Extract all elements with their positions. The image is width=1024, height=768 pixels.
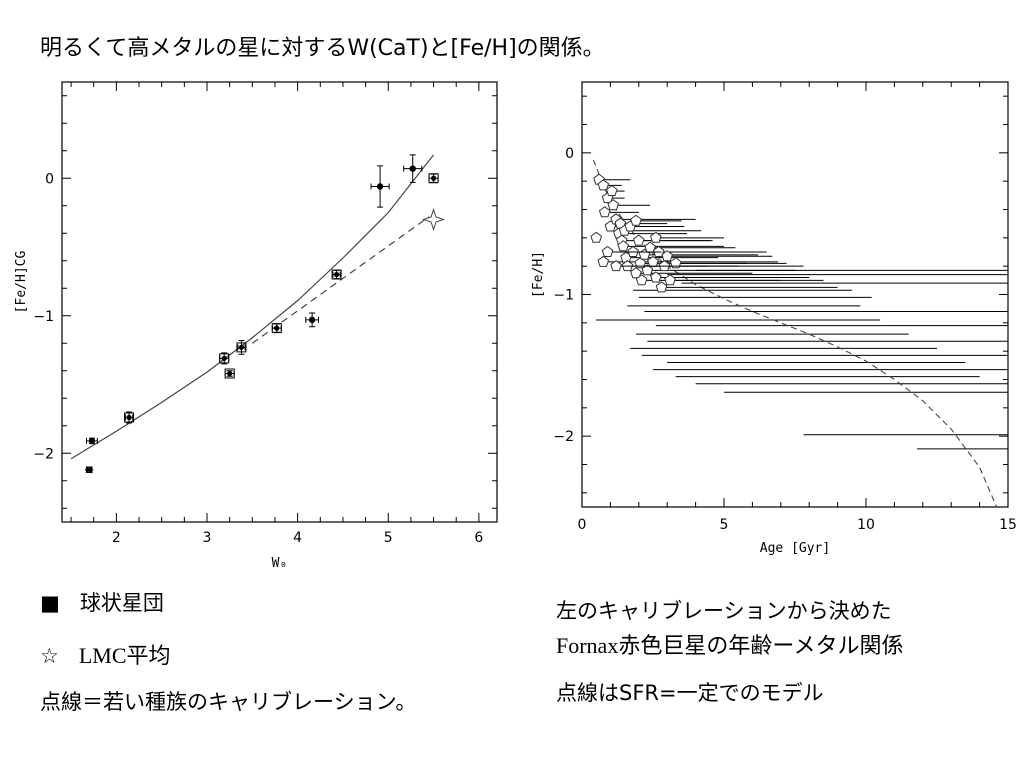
x-tick-label: 5	[384, 530, 393, 546]
data-point	[331, 269, 342, 280]
data-point	[615, 234, 710, 246]
data-point	[271, 323, 282, 334]
age-metallicity-chart: 0 5 10 15 0 −1 −2 Age [Gyr] [Fe/H]	[531, 81, 1017, 556]
page-title: 明るくて高メタルの星に対するW(CaT)と[Fe/H]の関係。	[40, 36, 605, 61]
data-point	[403, 154, 423, 183]
y-tick-label: 0	[565, 146, 574, 162]
x-tick-label: 10	[857, 517, 875, 533]
data-point	[219, 352, 230, 365]
dashed-fit-line	[251, 216, 430, 344]
data-point	[236, 340, 247, 355]
data-point	[601, 245, 662, 257]
legend-globular-clusters: ■ 球状星団	[40, 587, 164, 617]
legend-square-label: 球状星団	[79, 591, 164, 615]
data-point	[598, 206, 639, 218]
data-point	[85, 466, 94, 474]
data-point	[617, 240, 724, 252]
y-axis-label: [Fe/H]CG	[14, 251, 29, 314]
data-point	[664, 274, 824, 286]
right-caption-line1: 左のキャリブレーションから決めた	[556, 599, 892, 623]
data-point	[632, 234, 713, 246]
y-tick-label: 0	[45, 171, 54, 187]
data-point	[85, 437, 98, 445]
plot-frame	[581, 81, 1009, 508]
dashed-line-note: 点線＝若い種族のキャリブレーション。	[40, 690, 417, 714]
y-axis-label: [Fe/H]	[531, 251, 546, 298]
legend-star-label: LMC平均	[78, 643, 171, 668]
calibration-chart: 2 3 4 5 6 0 −1 −2 W₀ [Fe/H]CG	[14, 81, 498, 571]
right-caption-line2: Fornax赤色巨星の年齢ーメタル関係	[556, 633, 904, 658]
plot-frame	[61, 81, 498, 523]
x-tick-label: 4	[293, 530, 302, 546]
data-point	[669, 257, 787, 269]
data-point	[370, 165, 390, 208]
data-point	[124, 411, 135, 424]
x-axis-label: W₀	[272, 556, 288, 571]
data-point	[610, 260, 707, 272]
x-tick-label: 6	[474, 530, 483, 546]
x-axis-label: Age [Gyr]	[760, 541, 830, 556]
data-point	[655, 281, 838, 293]
x-tick-label: 2	[112, 530, 121, 546]
x-tick-label: 15	[999, 517, 1017, 533]
sfr-model-curve	[592, 159, 998, 508]
y-tick-label: −1	[33, 309, 54, 325]
x-tick-label: 5	[720, 517, 729, 533]
y-tick-label: −2	[33, 446, 54, 462]
data-point	[305, 312, 319, 328]
data-point	[590, 231, 603, 243]
data-point	[650, 231, 724, 243]
data-point	[428, 173, 439, 184]
data-point	[607, 199, 651, 211]
y-tick-label: −2	[553, 429, 574, 445]
data-point	[606, 184, 625, 197]
data-point	[661, 250, 773, 262]
data-point	[630, 214, 682, 226]
legend-square-icon: ■	[40, 591, 60, 615]
x-tick-label: 0	[578, 517, 587, 533]
right-caption-line3: 点線はSFR=一定でのモデル	[556, 681, 824, 705]
data-point	[641, 264, 795, 276]
y-tick-label: −1	[553, 288, 574, 304]
data-point	[652, 245, 767, 257]
legend-star-icon: ☆	[40, 644, 59, 668]
legend-lmc-average: ☆ LMC平均	[40, 638, 171, 670]
data-point	[224, 368, 235, 379]
data-point	[421, 207, 446, 232]
x-tick-label: 3	[203, 530, 212, 546]
data-point	[597, 179, 622, 191]
data-point	[650, 271, 810, 283]
